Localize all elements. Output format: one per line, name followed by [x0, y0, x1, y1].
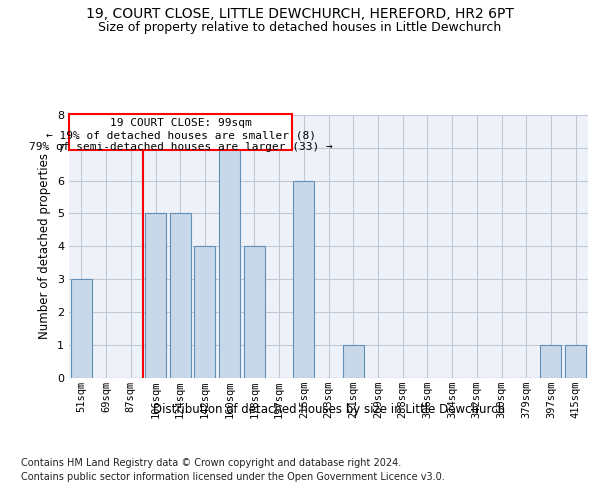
- Y-axis label: Number of detached properties: Number of detached properties: [38, 153, 52, 339]
- Bar: [244, 246, 265, 378]
- Bar: [565, 344, 586, 378]
- Bar: [145, 214, 166, 378]
- Text: Contains HM Land Registry data © Crown copyright and database right 2024.: Contains HM Land Registry data © Crown c…: [21, 458, 401, 468]
- Text: 19, COURT CLOSE, LITTLE DEWCHURCH, HEREFORD, HR2 6PT: 19, COURT CLOSE, LITTLE DEWCHURCH, HEREF…: [86, 8, 514, 22]
- Text: Size of property relative to detached houses in Little Dewchurch: Size of property relative to detached ho…: [98, 21, 502, 34]
- Text: ← 19% of detached houses are smaller (8): ← 19% of detached houses are smaller (8): [46, 130, 316, 140]
- Bar: [170, 214, 191, 378]
- Text: Contains public sector information licensed under the Open Government Licence v3: Contains public sector information licen…: [21, 472, 445, 482]
- Bar: [219, 148, 240, 378]
- Bar: [293, 180, 314, 378]
- Text: Distribution of detached houses by size in Little Dewchurch: Distribution of detached houses by size …: [153, 402, 505, 415]
- Bar: [71, 279, 92, 378]
- Bar: [194, 246, 215, 378]
- FancyBboxPatch shape: [70, 114, 292, 150]
- Text: 19 COURT CLOSE: 99sqm: 19 COURT CLOSE: 99sqm: [110, 118, 251, 128]
- Text: 79% of semi-detached houses are larger (33) →: 79% of semi-detached houses are larger (…: [29, 142, 332, 152]
- Bar: [343, 344, 364, 378]
- Bar: [541, 344, 562, 378]
